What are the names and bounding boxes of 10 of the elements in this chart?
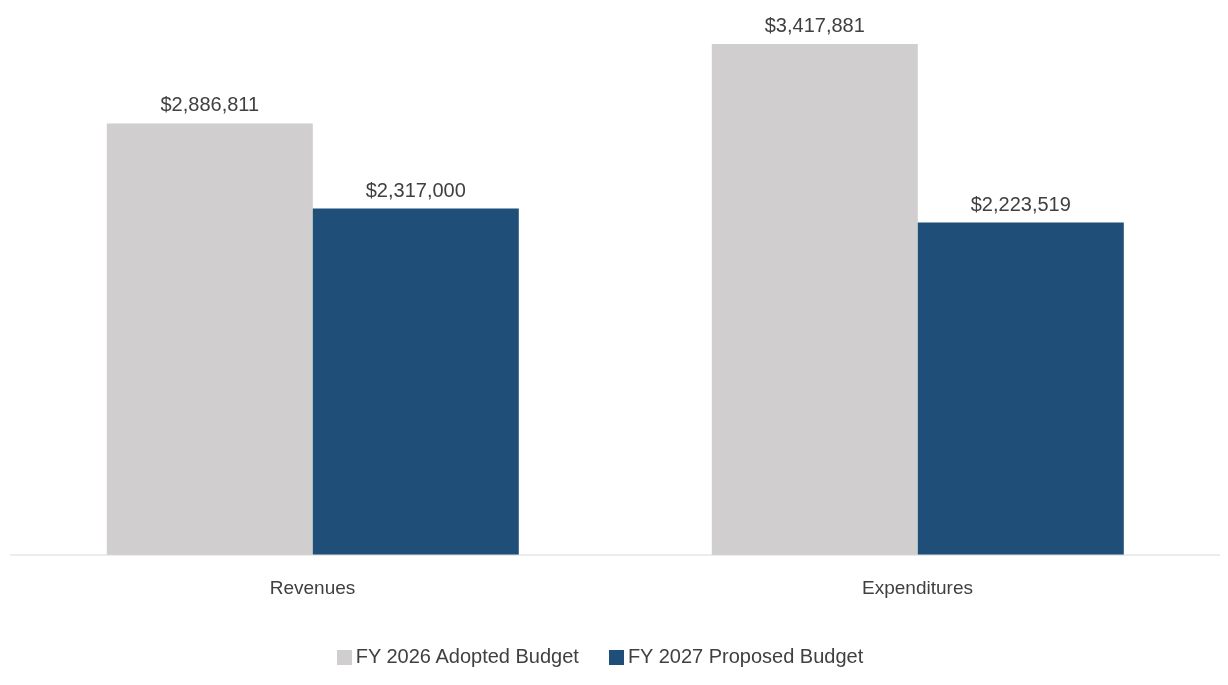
data-label: $2,317,000 — [365, 178, 466, 201]
x-tick-label: Revenues — [269, 577, 356, 599]
data-label: $3,417,881 — [764, 14, 865, 36]
legend-label: FY 2027 Proposed Budget — [627, 645, 864, 667]
bar — [917, 222, 1124, 555]
data-label: $2,223,519 — [970, 192, 1071, 215]
legend-label: FY 2026 Adopted Budget — [355, 645, 579, 667]
data-label: $2,886,811 — [160, 93, 260, 116]
x-tick-label: Expenditures — [862, 577, 973, 599]
bar — [312, 208, 519, 555]
